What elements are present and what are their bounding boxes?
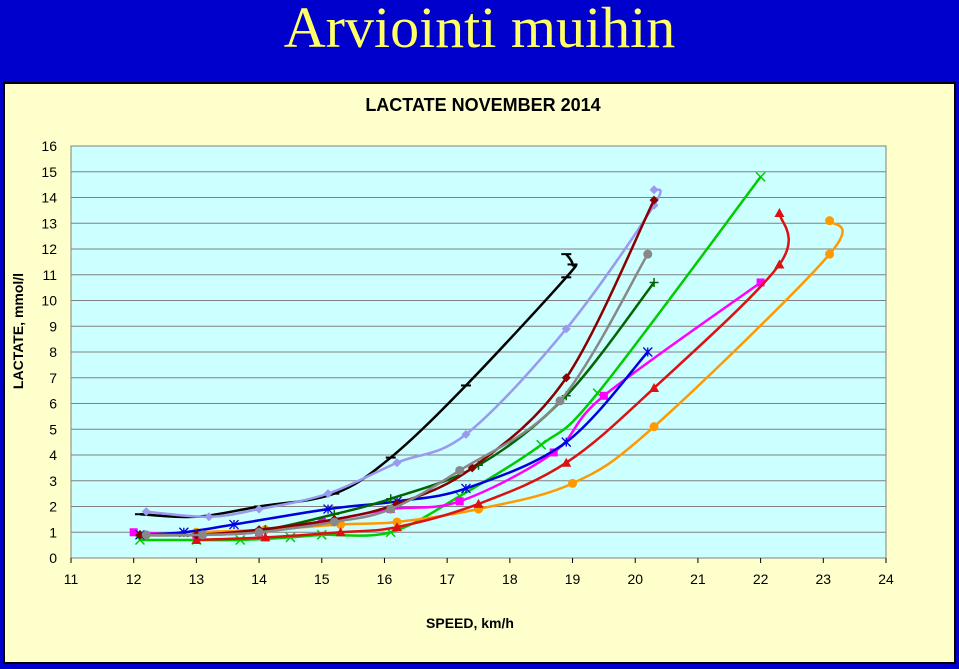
y-tick-label: 8 — [49, 344, 57, 360]
y-tick-label: 7 — [49, 370, 57, 386]
data-point-marker — [599, 391, 608, 400]
series-1 — [134, 253, 578, 519]
data-point-marker — [461, 429, 471, 439]
data-point-marker — [561, 437, 572, 448]
data-point-marker — [561, 373, 571, 383]
x-tick-label: 23 — [816, 571, 832, 587]
slide-title: Arviointi muihin — [283, 0, 676, 60]
series-line — [196, 212, 790, 542]
data-point-marker — [555, 396, 565, 406]
data-point-marker — [455, 497, 464, 506]
data-point-marker — [191, 534, 202, 544]
x-tick-label: 22 — [753, 571, 769, 587]
y-tick-label: 2 — [49, 499, 57, 515]
chart-title: LACTATE NOVEMBER 2014 — [365, 95, 600, 115]
data-point-marker — [235, 534, 246, 546]
y-tick-label: 4 — [49, 447, 57, 463]
data-point-marker — [536, 439, 547, 450]
x-tick-label: 18 — [502, 571, 518, 587]
data-point-marker — [756, 278, 765, 287]
x-tick-label: 12 — [126, 571, 142, 587]
data-point-marker — [649, 383, 660, 393]
data-point-marker — [386, 504, 396, 514]
y-tick-label: 16 — [41, 138, 57, 154]
y-tick-label: 13 — [41, 215, 57, 231]
data-point-marker — [642, 347, 653, 357]
y-tick-label: 6 — [49, 396, 57, 412]
data-point-marker — [198, 530, 208, 540]
data-point-marker — [461, 483, 471, 494]
data-point-marker — [141, 530, 151, 540]
data-point-marker — [643, 249, 653, 259]
data-point-marker — [649, 422, 659, 432]
gridlines — [71, 171, 886, 533]
data-point-marker — [561, 324, 571, 334]
series-10 — [141, 249, 653, 540]
y-tick-label: 12 — [41, 241, 57, 257]
x-tick-label: 17 — [439, 571, 455, 587]
data-point-marker — [649, 277, 659, 287]
data-point-marker — [204, 512, 214, 522]
x-tick-label: 14 — [251, 571, 267, 587]
data-point-marker — [135, 530, 145, 540]
x-tick-label: 20 — [627, 571, 643, 587]
data-point-marker — [568, 478, 578, 488]
data-point-marker — [254, 504, 264, 514]
data-point-marker — [260, 532, 271, 542]
series-2 — [141, 185, 662, 522]
data-point-marker — [323, 504, 333, 515]
x-tick-label: 15 — [314, 571, 330, 587]
data-point-marker — [455, 465, 465, 475]
data-point-marker — [129, 528, 138, 537]
y-tick-label: 0 — [49, 550, 57, 566]
x-tick-label: 21 — [690, 571, 706, 587]
y-tick-label: 5 — [49, 421, 57, 437]
y-tick-label: 10 — [41, 293, 57, 309]
data-point-marker — [254, 527, 264, 537]
data-point-marker — [323, 489, 333, 499]
data-point-marker — [335, 527, 346, 537]
y-tick-label: 14 — [41, 190, 57, 206]
data-point-marker — [392, 522, 402, 532]
x-tick-label: 11 — [64, 571, 79, 587]
data-point-marker — [649, 195, 659, 205]
y-tick-label: 11 — [42, 267, 57, 283]
x-tick-label: 13 — [189, 571, 205, 587]
data-point-marker — [141, 507, 151, 517]
data-point-marker — [825, 216, 835, 226]
data-point-marker — [329, 517, 339, 527]
data-point-marker — [285, 532, 296, 543]
data-point-marker — [549, 448, 558, 457]
data-point-marker — [392, 458, 402, 468]
data-point-marker — [561, 457, 572, 467]
data-point-marker — [825, 249, 835, 259]
data-point-marker — [392, 517, 402, 527]
series-line — [146, 188, 662, 519]
x-tick-label: 24 — [878, 571, 894, 587]
data-point-marker — [774, 207, 785, 217]
x-tick-label: 16 — [377, 571, 393, 587]
y-tick-label: 15 — [41, 164, 57, 180]
data-point-marker — [774, 259, 785, 269]
y-tick-label: 1 — [49, 524, 57, 540]
y-tick-label: 9 — [49, 318, 57, 334]
y-tick-label: 3 — [49, 473, 57, 489]
data-point-marker — [229, 519, 239, 530]
series-6 — [191, 207, 790, 544]
x-axis-label: SPEED, km/h — [426, 615, 514, 631]
data-point-marker — [473, 498, 484, 508]
data-point-marker — [649, 185, 659, 195]
x-tick-label: 19 — [565, 571, 581, 587]
series-group — [129, 171, 844, 546]
data-point-marker — [386, 494, 396, 504]
data-point-marker — [755, 171, 766, 182]
y-axis-label: LACTATE, mmol/l — [10, 273, 26, 389]
